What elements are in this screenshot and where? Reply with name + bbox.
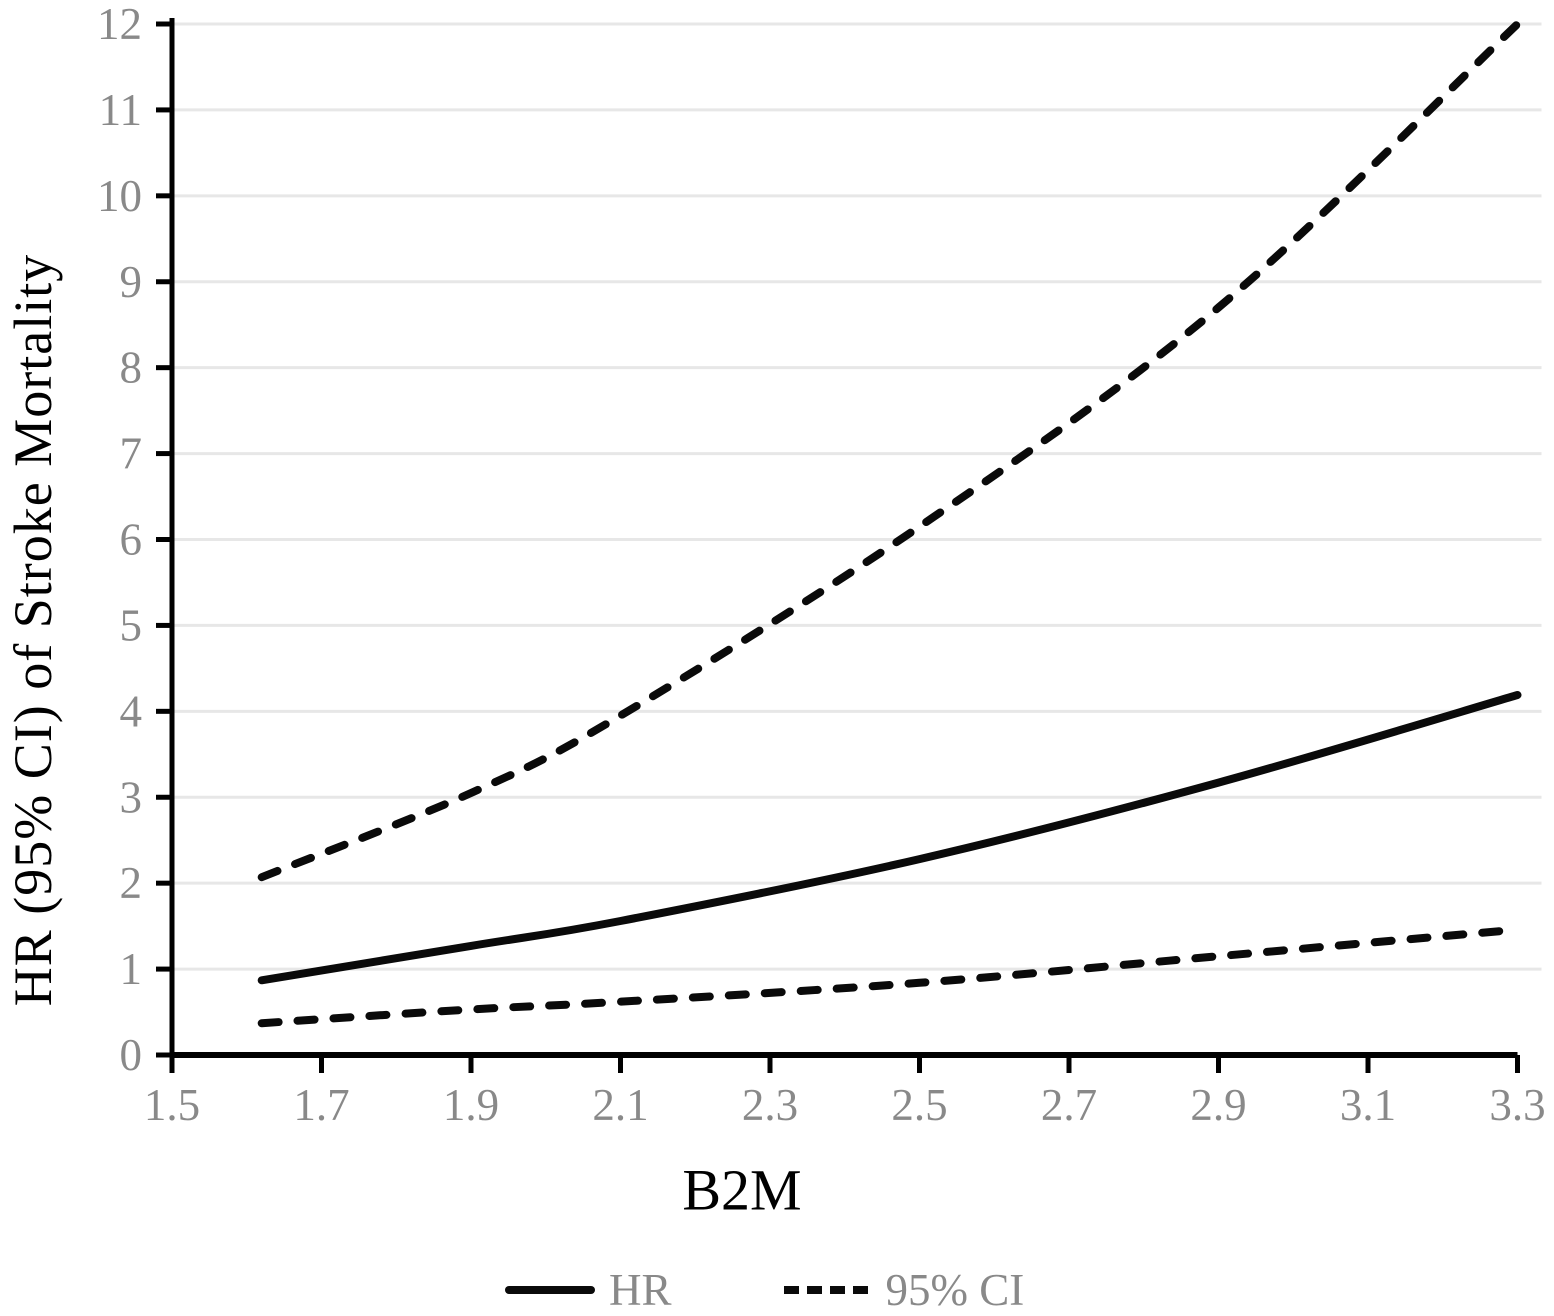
y-tick-label: 10 xyxy=(97,171,142,221)
hr-solid-line-sample xyxy=(505,1286,595,1294)
y-tick-label: 0 xyxy=(120,1030,143,1080)
x-tick-label: 2.5 xyxy=(891,1080,947,1130)
x-tick-label: 1.5 xyxy=(144,1080,200,1130)
y-tick-label: 7 xyxy=(120,429,143,479)
y-tick-label: 9 xyxy=(120,257,143,307)
legend-item-ci: 95% CI xyxy=(783,1264,1025,1316)
y-tick-label: 4 xyxy=(120,686,143,736)
y-tick-label: 1 xyxy=(120,944,143,994)
x-tick-label: 3.3 xyxy=(1489,1080,1545,1130)
y-tick-label: 2 xyxy=(120,858,143,908)
x-tick-label: 1.7 xyxy=(293,1080,349,1130)
x-tick-label: 2.9 xyxy=(1190,1080,1246,1130)
x-axis-title: B2M xyxy=(682,1157,802,1223)
hr-curve xyxy=(257,691,1522,985)
y-axis-title: HR (95% CI) of Stroke Mortality xyxy=(3,253,63,1007)
x-tick-label: 1.9 xyxy=(443,1080,499,1130)
x-tick-label: 2.1 xyxy=(592,1080,648,1130)
legend-item-hr: HR xyxy=(505,1264,672,1316)
y-tick-label: 6 xyxy=(120,515,143,565)
ci-dashed-line-sample xyxy=(783,1286,872,1294)
y-tick-label: 11 xyxy=(99,85,142,135)
ci-lower-curve xyxy=(257,925,1522,1028)
y-tick-label: 12 xyxy=(97,0,142,49)
x-tick-label: 2.3 xyxy=(742,1080,798,1130)
ci-upper-curve xyxy=(257,20,1522,882)
legend: HR 95% CI xyxy=(505,1262,1024,1316)
x-tick-label: 2.7 xyxy=(1041,1080,1097,1130)
y-tick-label: 5 xyxy=(120,600,143,650)
legend-label-ci: 95% CI xyxy=(885,1265,1025,1315)
legend-label-hr: HR xyxy=(609,1265,672,1315)
x-tick-label: 3.1 xyxy=(1340,1080,1396,1130)
y-tick-label: 8 xyxy=(120,343,143,393)
y-tick-label: 3 xyxy=(120,772,143,822)
